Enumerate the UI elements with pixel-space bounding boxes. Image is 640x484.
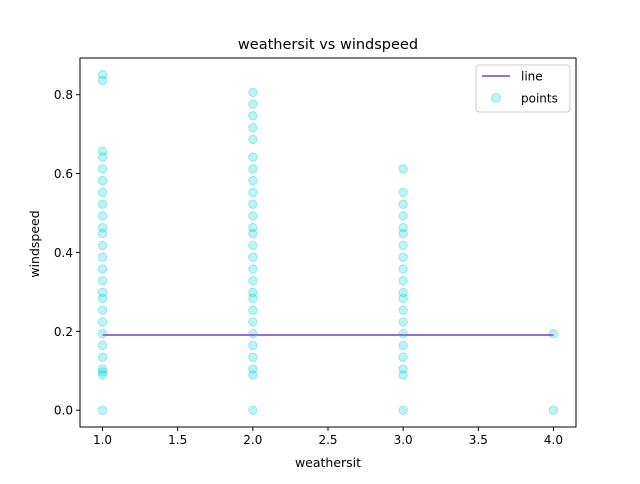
scatter-point: [248, 240, 258, 251]
scatter-point: [398, 293, 408, 304]
x-tick-label: 1.5: [168, 433, 187, 447]
scatter-point: [398, 317, 408, 327]
scatter-point: [398, 211, 408, 221]
scatter-point: [97, 405, 108, 415]
axes: 1.0 1.5 2.0 2.5 3.0 3.5 4.0 0.0 0.2 0.4 0.6 0.8: [54, 57, 577, 447]
scatter-point: [248, 187, 258, 198]
legend: line points: [475, 64, 571, 113]
scatter-point: [97, 175, 108, 186]
scatter-point: [97, 240, 108, 251]
axes-frame: [79, 57, 577, 428]
scatter-point: [97, 370, 108, 380]
x-tick-label: 3.0: [394, 433, 413, 447]
scatter-point: [97, 264, 108, 274]
scatter-point: [97, 187, 108, 198]
scatter-point: [248, 364, 258, 374]
x-tick-label: 2.5: [318, 433, 337, 447]
scatter-point: [248, 287, 258, 298]
scatter-point: [97, 305, 108, 315]
scatter-point: [398, 352, 408, 362]
scatter-point: [97, 199, 108, 209]
chart-title: weathersit vs windspeed: [238, 37, 418, 53]
y-tick-label: 0.2: [54, 325, 73, 339]
x-tick-label: 4.0: [544, 433, 563, 447]
scatter-point: [398, 223, 408, 233]
scatter-point: [97, 211, 108, 221]
scatter-point: [398, 199, 408, 209]
scatter-point: [248, 352, 258, 362]
scatter-point: [97, 164, 108, 174]
scatter-point: [97, 340, 108, 351]
scatter-point: [97, 317, 108, 327]
scatter-point: [248, 199, 258, 209]
scatter-point: [248, 340, 258, 351]
scatter-point: [248, 223, 258, 233]
x-axis-label: weathersit: [295, 455, 361, 470]
plot-area: [97, 69, 559, 415]
scatter-point: [248, 317, 258, 327]
scatter-point: [248, 264, 258, 274]
scatter-point: [248, 87, 258, 98]
scatter-point: [97, 293, 108, 304]
scatter-point: [97, 364, 108, 374]
scatter-point: [248, 175, 258, 186]
scatter-point: [97, 287, 108, 298]
legend-label-points: points: [521, 92, 558, 106]
scatter-point: [97, 228, 108, 239]
y-tick-label: 0.6: [54, 167, 73, 181]
legend-points-swatch: [491, 93, 501, 103]
y-tick-label: 0.8: [54, 88, 73, 102]
scatter-point: [398, 287, 408, 298]
scatter-point: [97, 152, 108, 162]
scatter-point: [97, 252, 108, 262]
x-tick-label: 3.5: [469, 433, 488, 447]
x-tick-label: 2.0: [243, 433, 262, 447]
scatter-point: [398, 329, 408, 339]
scatter-point: [248, 293, 258, 304]
scatter-point: [97, 69, 108, 80]
scatter-point: [97, 329, 108, 339]
y-axis-label: windspeed: [27, 210, 42, 277]
y-tick-label: 0.0: [54, 404, 73, 418]
scatter-point: [398, 305, 408, 315]
scatter-point: [398, 240, 408, 251]
scatter-point: [248, 134, 258, 145]
scatter-point: [97, 75, 108, 86]
scatter-point: [97, 276, 108, 286]
scatter-point: [248, 99, 258, 109]
scatter-point: [398, 228, 408, 239]
scatter-point: [398, 164, 408, 174]
scatter-point: [248, 211, 258, 221]
scatter-point: [248, 111, 258, 121]
scatter-point: [248, 122, 258, 133]
scatter-point: [248, 228, 258, 239]
scatter-point: [97, 352, 108, 362]
scatter-point: [248, 152, 258, 162]
scatter-point: [97, 223, 108, 233]
scatter-point: [398, 340, 408, 351]
scatter-point: [248, 164, 258, 174]
x-tick-label: 1.0: [93, 433, 112, 447]
scatter-point: [248, 305, 258, 315]
scatter-point: [248, 370, 258, 380]
scatter-point: [398, 405, 408, 415]
scatter-point: [398, 370, 408, 380]
scatter-point: [398, 364, 408, 374]
scatter-point: [248, 405, 258, 415]
scatter-point: [97, 146, 108, 156]
scatter-point: [398, 187, 408, 198]
scatter-point: [398, 276, 408, 286]
scatter-point: [248, 252, 258, 262]
scatter-point: [248, 329, 258, 339]
scatter-point: [548, 329, 559, 339]
scatter-point: [398, 252, 408, 262]
y-tick-label: 0.4: [54, 246, 73, 260]
scatter-point: [398, 264, 408, 274]
legend-label-line: line: [521, 70, 543, 84]
scatter-point: [248, 276, 258, 286]
scatter-point: [548, 405, 559, 415]
scatter-point: [97, 367, 108, 377]
